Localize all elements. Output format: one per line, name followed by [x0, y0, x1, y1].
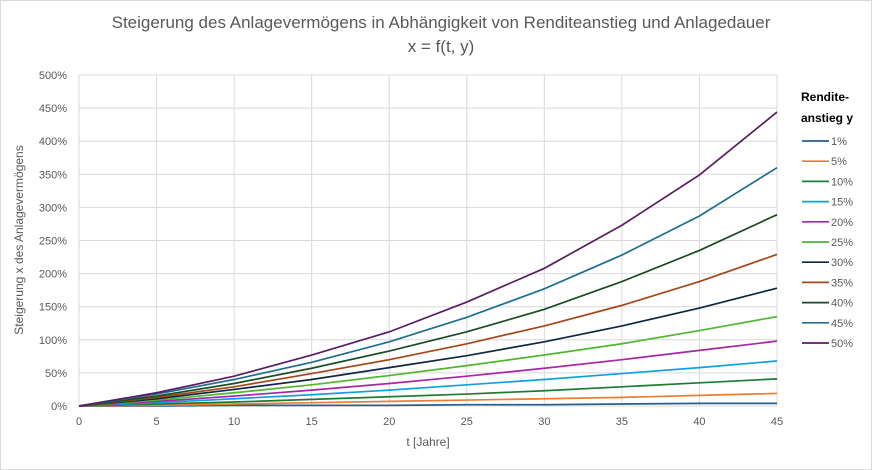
series-line-15pct: [78, 360, 778, 407]
y-tick-label: 50%: [45, 368, 67, 380]
series-line-35pct: [78, 253, 778, 407]
series-line-45pct: [78, 166, 778, 407]
legend-item: 45%: [802, 318, 853, 330]
legend-label: 30%: [831, 257, 853, 269]
series-line-40pct: [78, 213, 778, 407]
legend-title-line-2: anstieg y: [801, 111, 853, 125]
x-tick-label: 15: [306, 416, 318, 428]
legend-label: 40%: [831, 298, 853, 310]
x-tick-label: 25: [461, 416, 473, 428]
legend-label: 5%: [831, 156, 847, 168]
y-tick-label: 200%: [39, 269, 67, 281]
legend-label: 25%: [831, 237, 853, 249]
legend-label: 35%: [831, 277, 853, 289]
series-line-20pct: [78, 340, 778, 407]
series-line-25pct: [78, 315, 778, 407]
y-tick-label: 450%: [39, 103, 67, 115]
legend-item: 25%: [802, 237, 853, 249]
legend-title: Rendite- anstieg y: [801, 90, 853, 125]
legend-title-line-1: Rendite-: [801, 90, 849, 104]
x-tick-label: 35: [616, 416, 628, 428]
y-axis-label: Steigerung x des Anlagevermögens: [12, 145, 26, 334]
x-axis-label: t [Jahre]: [406, 435, 449, 449]
legend-label: 1%: [831, 136, 847, 148]
y-tick-label: 400%: [39, 136, 67, 148]
x-tick-label: 5: [153, 416, 159, 428]
legend-item: 20%: [802, 217, 853, 229]
y-tick-label: 100%: [39, 335, 67, 347]
y-tick-label: 300%: [39, 202, 67, 214]
x-tick-label: 20: [383, 416, 395, 428]
legend-label: 10%: [831, 176, 853, 188]
y-tick-label: 150%: [39, 302, 67, 314]
legend-label: 15%: [831, 197, 853, 209]
series-line-10pct: [78, 378, 778, 407]
x-tick-label: 30: [538, 416, 550, 428]
chart-subtitle: x = f(t, y): [408, 37, 475, 56]
y-tick-label: 250%: [39, 236, 67, 248]
x-tick-label: 0: [76, 416, 82, 428]
legend-item: 15%: [802, 197, 853, 209]
legend-item: 5%: [802, 156, 847, 168]
y-tick-label: 0%: [51, 401, 67, 413]
legend-label: 20%: [831, 217, 853, 229]
x-tick-label: 10: [228, 416, 240, 428]
x-tick-label: 40: [693, 416, 705, 428]
series-line-50pct: [78, 111, 778, 407]
legend-label: 50%: [831, 338, 853, 350]
y-tick-label: 350%: [39, 169, 67, 181]
series-line-5pct: [78, 392, 778, 407]
legend-item: 35%: [802, 277, 853, 289]
series-line-30pct: [78, 287, 778, 407]
y-tick-label: 500%: [39, 70, 67, 82]
legend-label: 45%: [831, 318, 853, 330]
legend-item: 10%: [802, 176, 853, 188]
legend-item: 30%: [802, 257, 853, 269]
legend-item: 40%: [802, 298, 853, 310]
series-line-1pct: [79, 402, 777, 407]
chart-title: Steigerung des Anlagevermögens in Abhäng…: [112, 13, 771, 32]
legend-item: 1%: [802, 136, 847, 148]
legend-item: 50%: [802, 338, 853, 350]
x-tick-label: 45: [771, 416, 783, 428]
